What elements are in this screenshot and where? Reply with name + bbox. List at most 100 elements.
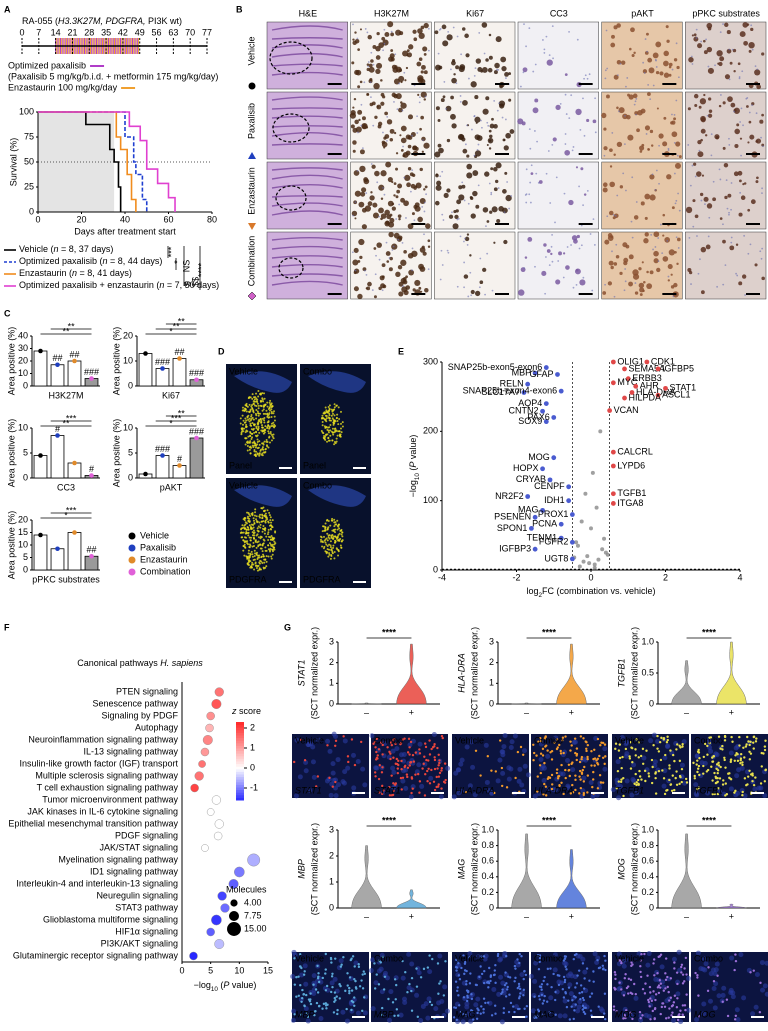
nucleus xyxy=(756,112,758,114)
stained-cell xyxy=(676,66,679,69)
stained-cell xyxy=(687,268,691,272)
nucleus xyxy=(475,67,477,69)
text-part: value) xyxy=(229,980,256,990)
row-label: Enzastaurin xyxy=(246,167,256,215)
transcript-dot xyxy=(640,755,642,757)
stained-cell xyxy=(367,282,372,287)
transcript-dot xyxy=(558,984,560,986)
nucleus xyxy=(399,752,404,757)
stained-cell xyxy=(746,105,749,108)
nucleus xyxy=(370,52,372,54)
transcript-dot xyxy=(717,772,719,774)
nucleus xyxy=(581,776,586,781)
transcript-dot xyxy=(410,792,412,794)
y-tick-label: 0.5 xyxy=(641,667,654,677)
signal-dot xyxy=(245,555,247,557)
transcript-dot xyxy=(354,965,356,967)
transcript-dot xyxy=(664,1006,666,1008)
transcript-dot xyxy=(491,1014,493,1016)
nucleus xyxy=(467,296,469,298)
transcript-dot xyxy=(428,954,430,956)
stained-cell xyxy=(696,171,702,177)
row-marker xyxy=(248,292,256,300)
signal-dot xyxy=(329,429,331,431)
gene-label: HILPDA xyxy=(629,392,662,402)
nucleus xyxy=(708,66,710,68)
transcript-dot xyxy=(434,768,436,770)
transcript-dot xyxy=(513,1011,515,1013)
transcript-dot xyxy=(582,997,584,999)
timeline-label: 28 xyxy=(84,27,94,37)
stained-cell xyxy=(398,214,402,218)
nucleus xyxy=(470,294,472,296)
nucleus xyxy=(761,187,763,189)
transcript-dot xyxy=(458,974,460,976)
stained-cell xyxy=(489,130,492,133)
pathway-label: PDGF signaling xyxy=(115,830,178,840)
stained-cell xyxy=(756,85,761,90)
stained-cell xyxy=(709,110,712,113)
nucleus xyxy=(549,264,551,266)
row-label: Vehicle xyxy=(246,36,256,65)
stained-cell xyxy=(381,198,383,200)
point xyxy=(644,360,649,365)
nucleus xyxy=(553,967,558,972)
transcript-dot xyxy=(582,737,584,739)
nucleus xyxy=(573,146,575,148)
stained-cell xyxy=(388,232,393,237)
transcript-dot xyxy=(415,967,417,969)
signal-dot xyxy=(268,408,270,410)
x-tick-label: – xyxy=(524,707,529,717)
nucleus xyxy=(678,247,680,249)
nucleus xyxy=(375,273,377,275)
transcript-dot xyxy=(751,780,753,782)
transcript-dot xyxy=(726,998,728,1000)
nucleus xyxy=(733,111,735,113)
stained-cell xyxy=(405,285,410,290)
stained-cell xyxy=(489,34,492,37)
transcript-dot xyxy=(463,973,465,975)
transcript-dot xyxy=(698,757,700,759)
y-tick-label: 0.8 xyxy=(481,840,494,850)
stained-cell xyxy=(700,139,703,142)
signal-dot xyxy=(243,410,245,412)
transcript-dot xyxy=(663,738,665,740)
transcript-dot xyxy=(725,782,727,784)
stained-cell xyxy=(662,234,664,236)
nucleus xyxy=(729,750,734,755)
gene-label: CALCRL xyxy=(617,447,653,457)
nucleus xyxy=(352,215,354,217)
nucleus xyxy=(497,69,499,71)
signal-dot xyxy=(324,438,326,440)
stained-cell xyxy=(754,263,757,266)
nucleus xyxy=(325,739,330,744)
transcript-dot xyxy=(580,787,582,789)
y-tick-label: 0 xyxy=(649,902,654,912)
replicate-dot xyxy=(160,453,165,458)
transcript-dot xyxy=(563,976,565,978)
signal-dot xyxy=(256,567,258,569)
stained-cell xyxy=(740,31,746,37)
legend-marker xyxy=(129,569,136,576)
nucleus xyxy=(400,779,405,784)
transcript-dot xyxy=(580,735,582,737)
transcript-dot xyxy=(523,1008,525,1010)
signal-dot xyxy=(264,514,266,516)
nucleus xyxy=(548,995,553,1000)
nucleus xyxy=(720,31,722,33)
gene-label: UGT8 xyxy=(544,553,568,563)
nucleus xyxy=(484,294,486,296)
transcript-dot xyxy=(707,769,709,771)
transcript-dot xyxy=(744,777,746,779)
transcript-dot xyxy=(420,976,422,978)
transcript-dot xyxy=(402,777,404,779)
transcript-dot xyxy=(321,1007,323,1009)
transcript-dot xyxy=(696,974,698,976)
nucleus xyxy=(471,129,473,131)
signal-dot xyxy=(334,535,336,537)
signal-dot xyxy=(250,565,252,567)
transcript-dot xyxy=(414,773,416,775)
nucleus xyxy=(572,740,577,745)
nucleus xyxy=(523,764,528,769)
x-axis-label: CC3 xyxy=(57,482,75,492)
